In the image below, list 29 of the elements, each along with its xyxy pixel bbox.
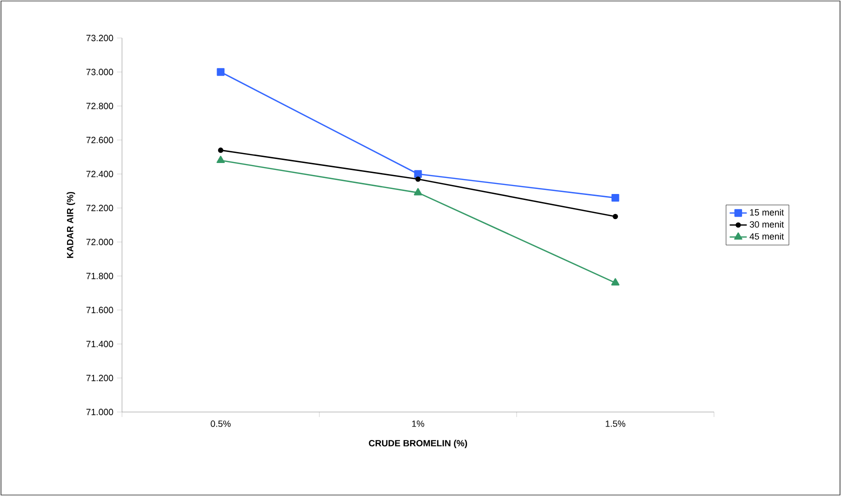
y-axis-title: KADAR AIR (%) [66,192,76,258]
y-tick-label: 71.200 [86,374,114,382]
y-tick-label: 72.600 [86,136,114,144]
legend-label: 15 menit [750,208,784,216]
point [218,148,224,153]
y-tick-label: 71.600 [86,306,114,314]
y-tick-label: 71.400 [86,340,114,348]
x-tick-label: 1.5% [606,420,626,427]
point [415,176,421,182]
y-tick-label: 71.800 [86,272,114,280]
legend-label: 45 menit [750,233,784,240]
y-tick-label: 73.200 [86,34,114,42]
y-tick-label: 72.400 [86,170,114,178]
y-tick-label: 72.200 [86,204,114,212]
y-tick-label: 73.000 [86,68,114,76]
point [414,170,422,178]
x-tick-label: 1% [412,420,424,427]
point [414,188,422,196]
x-axis-title: CRUDE BROMELIN (%) [368,440,468,448]
point [611,278,620,286]
y-tick-label: 72.800 [86,102,114,110]
legend-label: 30 menit [750,220,784,228]
point [216,156,225,164]
point [612,214,618,220]
x-tick-label: 0.5% [210,420,231,427]
point [611,194,620,202]
y-tick-label: 71.000 [86,408,114,416]
y-tick-label: 72.000 [86,238,114,246]
point [216,68,225,76]
